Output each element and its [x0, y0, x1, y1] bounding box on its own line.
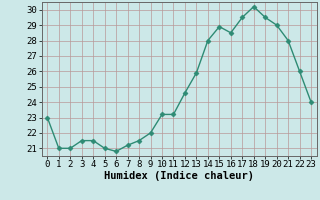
X-axis label: Humidex (Indice chaleur): Humidex (Indice chaleur): [104, 171, 254, 181]
